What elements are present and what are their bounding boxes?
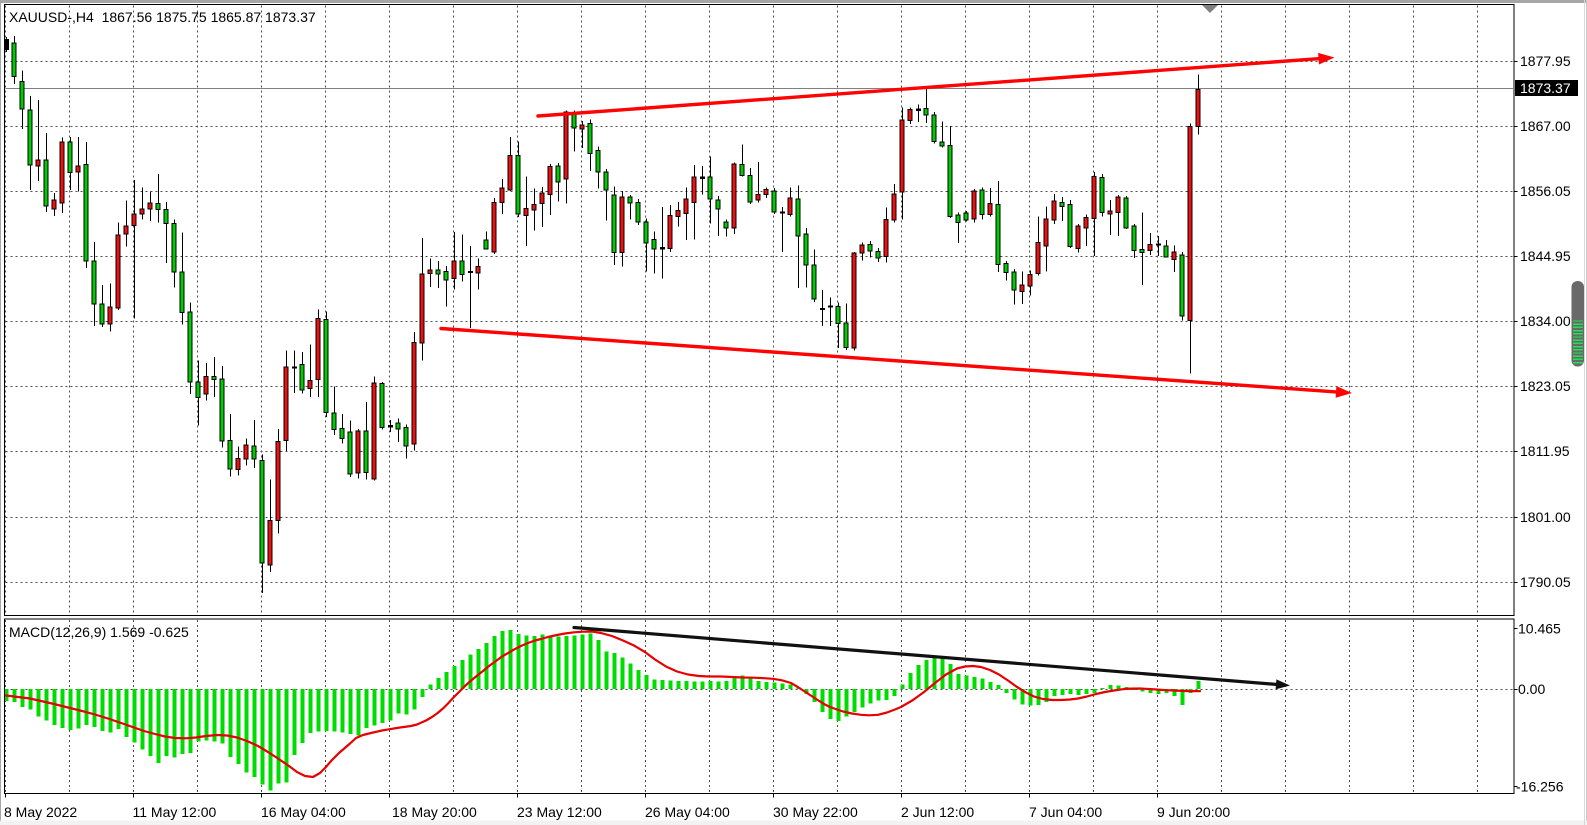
- svg-text:30 May 22:00: 30 May 22:00: [773, 804, 858, 820]
- svg-text:1834.00: 1834.00: [1520, 313, 1571, 329]
- svg-text:9 Jun 20:00: 9 Jun 20:00: [1157, 804, 1230, 820]
- svg-text:10.465: 10.465: [1518, 621, 1561, 637]
- svg-text:1856.05: 1856.05: [1520, 183, 1571, 199]
- svg-text:18 May 20:00: 18 May 20:00: [392, 804, 477, 820]
- svg-text:-16.256: -16.256: [1516, 779, 1564, 795]
- svg-text:1823.05: 1823.05: [1520, 378, 1571, 394]
- svg-text:26 May 04:00: 26 May 04:00: [645, 804, 730, 820]
- svg-text:XAUUSD-,H4 1867.56 1875.75 18: XAUUSD-,H4 1867.56 1875.75 1865.87 1873.…: [9, 9, 316, 25]
- svg-text:8 May 2022: 8 May 2022: [4, 804, 77, 820]
- svg-text:MACD(12,26,9) 1.569 -0.625: MACD(12,26,9) 1.569 -0.625: [9, 624, 189, 640]
- svg-text:1790.05: 1790.05: [1520, 574, 1571, 590]
- svg-text:1867.00: 1867.00: [1520, 118, 1571, 134]
- svg-text:2 Jun 12:00: 2 Jun 12:00: [901, 804, 974, 820]
- svg-text:7 Jun 04:00: 7 Jun 04:00: [1029, 804, 1102, 820]
- svg-text:1844.95: 1844.95: [1520, 248, 1571, 264]
- svg-text:1811.95: 1811.95: [1520, 443, 1570, 459]
- svg-text:1801.00: 1801.00: [1520, 509, 1571, 525]
- svg-text:23 May 12:00: 23 May 12:00: [517, 804, 602, 820]
- svg-text:1873.37: 1873.37: [1520, 80, 1571, 96]
- svg-text:0.00: 0.00: [1518, 681, 1545, 697]
- svg-text:16 May 04:00: 16 May 04:00: [261, 804, 346, 820]
- svg-text:11 May 12:00: 11 May 12:00: [133, 804, 217, 820]
- svg-text:1877.95: 1877.95: [1520, 53, 1571, 69]
